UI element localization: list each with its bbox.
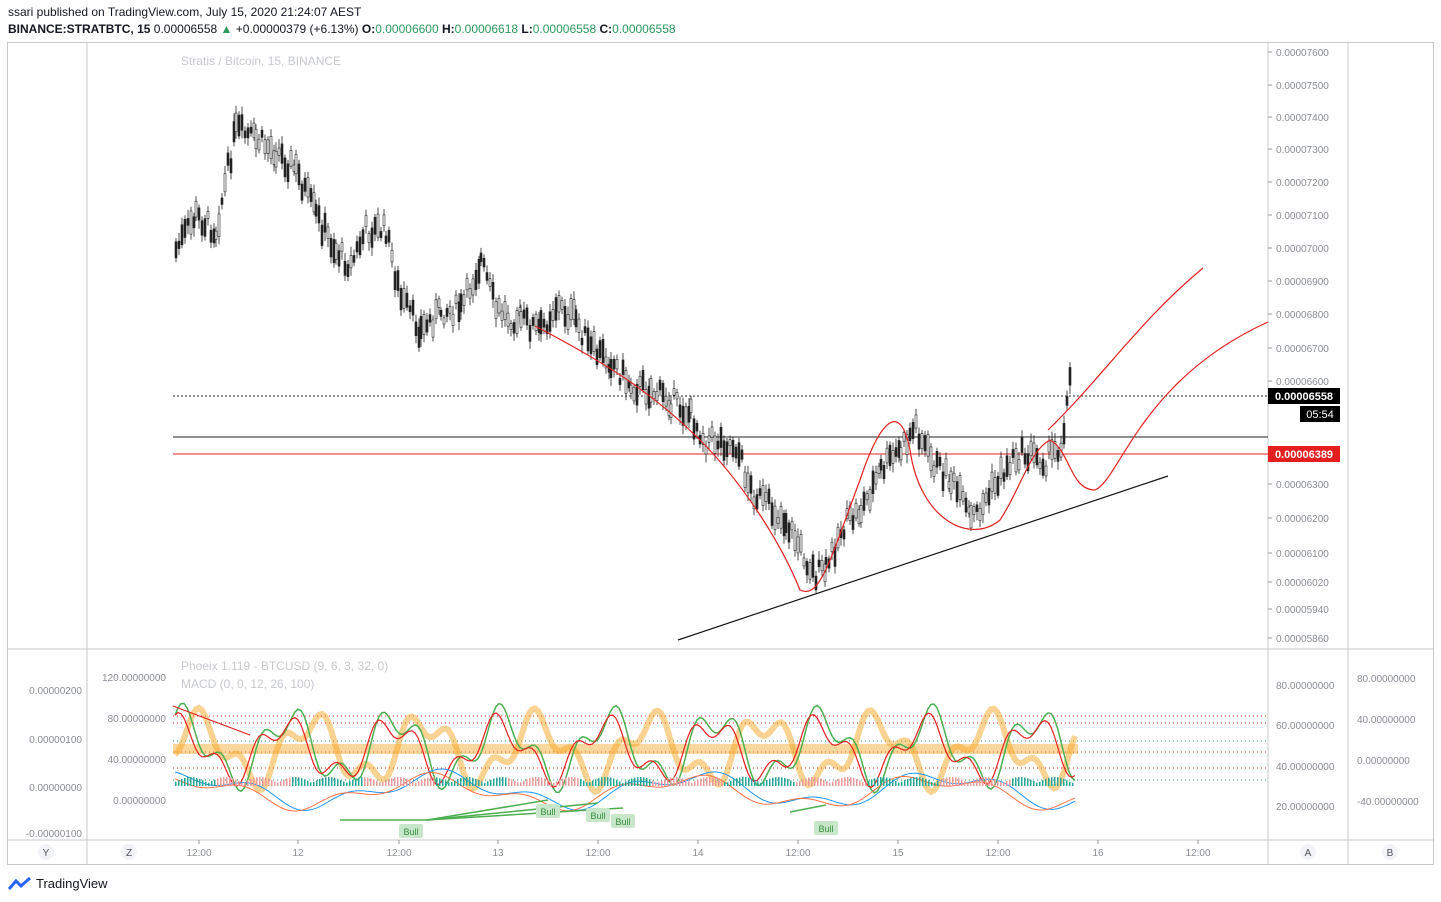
bull-label: Bull bbox=[590, 811, 605, 821]
indicator-left-tick: 0.00000100 bbox=[29, 735, 82, 746]
indicator-inner-tick: 0.00000000 bbox=[113, 796, 166, 807]
bull-label: Bull bbox=[615, 817, 630, 827]
scale-z-button[interactable] bbox=[121, 844, 137, 860]
indicator-inner-tick: 80.00000000 bbox=[108, 714, 167, 725]
time-tick-label: 12:00 bbox=[1185, 848, 1210, 859]
price-tick-label: 0.00006800 bbox=[1276, 310, 1329, 321]
price-tick-label: 0.00007600 bbox=[1276, 48, 1329, 59]
red-curve-drawing[interactable] bbox=[534, 321, 1269, 593]
indicator-inner-tick: 120.00000000 bbox=[102, 673, 166, 684]
indicator-axes: 0.00000200 0.00000100 0.00000000 -0.0000010… bbox=[26, 673, 1419, 840]
last-price-tag-text: 0.00006558 bbox=[1275, 391, 1333, 403]
indicator-title-macd[interactable]: MACD (0, 0, 12, 26, 100) bbox=[181, 677, 314, 691]
close-label: C: bbox=[599, 22, 613, 36]
indicator-right-tick-b: 80.00000000 bbox=[1357, 674, 1416, 685]
indicator-inner-tick: 40.00000000 bbox=[108, 755, 167, 766]
symbol-ohlc-bar: BINANCE:STRATBTC, 15 0.00006558 ▲ +0.000… bbox=[8, 22, 676, 36]
price-tick-label: 0.00007300 bbox=[1276, 145, 1329, 156]
chart-watermark: Stratis / Bitcoin, 15, BINANCE bbox=[181, 54, 341, 68]
time-tick-label: 12:00 bbox=[985, 848, 1010, 859]
scale-y-button[interactable] bbox=[38, 844, 54, 860]
bull-label: Bull bbox=[540, 807, 555, 817]
price-change: +0.00000379 (+6.13%) bbox=[235, 22, 359, 36]
indicator-right-tick-b: 40.00000000 bbox=[1357, 715, 1416, 726]
change-arrow-icon: ▲ bbox=[220, 22, 233, 36]
time-tick-label: 12:00 bbox=[585, 848, 610, 859]
indicator-left-tick: -0.00000100 bbox=[26, 829, 83, 840]
tradingview-logo-icon bbox=[8, 876, 31, 890]
tradingview-brand: TradingView bbox=[36, 876, 108, 891]
bull-label: Bull bbox=[403, 827, 418, 837]
price-tick-label: 0.00006200 bbox=[1276, 514, 1329, 525]
high-label: H: bbox=[441, 22, 455, 36]
indicator-left-tick: 0.00000200 bbox=[29, 686, 82, 697]
symbol-name[interactable]: BINANCE:STRATBTC, 15 bbox=[8, 22, 151, 36]
indicator-right-tick-a: 20.00000000 bbox=[1276, 802, 1335, 813]
scale-b-label: B bbox=[1387, 848, 1394, 859]
open-value: 0.00006600 bbox=[375, 22, 439, 36]
tradingview-footer[interactable]: TradingView bbox=[8, 876, 108, 891]
price-tick-label: 0.00007200 bbox=[1276, 178, 1329, 189]
time-tick-label: 12:00 bbox=[785, 848, 810, 859]
scale-a-button[interactable] bbox=[1300, 844, 1316, 860]
high-value: 0.00006618 bbox=[454, 22, 519, 36]
time-tick-label: 14 bbox=[692, 848, 704, 859]
time-tick-label: 12:00 bbox=[386, 848, 411, 859]
indicator-right-tick-a: 40.00000000 bbox=[1276, 762, 1335, 773]
price-tick-label: 0.00005940 bbox=[1276, 605, 1329, 616]
time-tick-label: 12 bbox=[292, 848, 304, 859]
indicator-title-phoeix[interactable]: Phoeix 1.119 - BTCUSD (9, 6, 3, 32, 0) bbox=[181, 659, 388, 673]
red-level-tag bbox=[1268, 446, 1340, 462]
indicator-right-tick-b: 0.00000000 bbox=[1357, 756, 1410, 767]
scale-y-label: Y bbox=[43, 848, 50, 859]
price-tick-label: 0.00007400 bbox=[1276, 113, 1329, 124]
indicator-right-tick-b: -40.00000000 bbox=[1357, 797, 1419, 808]
scale-b-button[interactable] bbox=[1382, 844, 1398, 860]
countdown-tag bbox=[1300, 406, 1340, 422]
time-tick-label: 16 bbox=[1092, 848, 1104, 859]
bull-label: Bull bbox=[818, 824, 833, 834]
close-value: 0.00006558 bbox=[612, 22, 676, 36]
scale-z-label: Z bbox=[126, 848, 132, 859]
bull-divergence-labels: Bull Bull Bull Bull Bull bbox=[399, 804, 838, 838]
price-tick-label: 0.00006700 bbox=[1276, 344, 1329, 355]
price-tick-label: 0.00007500 bbox=[1276, 81, 1329, 92]
price-axis[interactable]: 0.00007600 0.00007500 0.00007400 0.00007300… bbox=[1268, 48, 1329, 645]
price-tick-label: 0.00006600 bbox=[1276, 377, 1329, 388]
low-value: 0.00006558 bbox=[532, 22, 597, 36]
price-tick-label: 0.00007000 bbox=[1276, 244, 1329, 255]
time-tick-label: 15 bbox=[892, 848, 904, 859]
publish-info: ssari published on TradingView.com, July… bbox=[8, 5, 362, 19]
time-tick-label: 13 bbox=[492, 848, 504, 859]
price-tick-label: 0.00006100 bbox=[1276, 549, 1329, 560]
price-tick-label: 0.00005860 bbox=[1276, 634, 1329, 645]
red-level-tag-text: 0.00006389 bbox=[1275, 449, 1333, 461]
low-label: L: bbox=[521, 22, 533, 36]
indicator-series bbox=[172, 702, 1078, 821]
ascending-trendline[interactable] bbox=[677, 475, 1169, 641]
red-projection-line[interactable] bbox=[1047, 267, 1204, 431]
last-price: 0.00006558 bbox=[153, 22, 218, 36]
indicator-left-tick: 0.00000000 bbox=[29, 783, 82, 794]
open-label: O: bbox=[361, 22, 376, 36]
candlestick-series bbox=[174, 105, 1072, 593]
indicator-right-tick-a: 80.00000000 bbox=[1276, 681, 1335, 692]
price-tick-label: 0.00006020 bbox=[1276, 578, 1329, 589]
indicator-right-tick-a: 60.00000000 bbox=[1276, 721, 1335, 732]
price-tick-label: 0.00006300 bbox=[1276, 480, 1329, 491]
price-tick-label: 0.00006900 bbox=[1276, 277, 1329, 288]
price-tick-label: 0.00007100 bbox=[1276, 211, 1329, 222]
time-tick-label: 12:00 bbox=[186, 848, 211, 859]
countdown-tag-text: 05:54 bbox=[1306, 409, 1334, 421]
last-price-tag bbox=[1268, 388, 1340, 404]
scale-a-label: A bbox=[1305, 848, 1312, 859]
time-axis[interactable]: 12:00 12 12:00 13 12:00 14 12:00 15 12:00 16 12:00 bbox=[186, 840, 1211, 859]
